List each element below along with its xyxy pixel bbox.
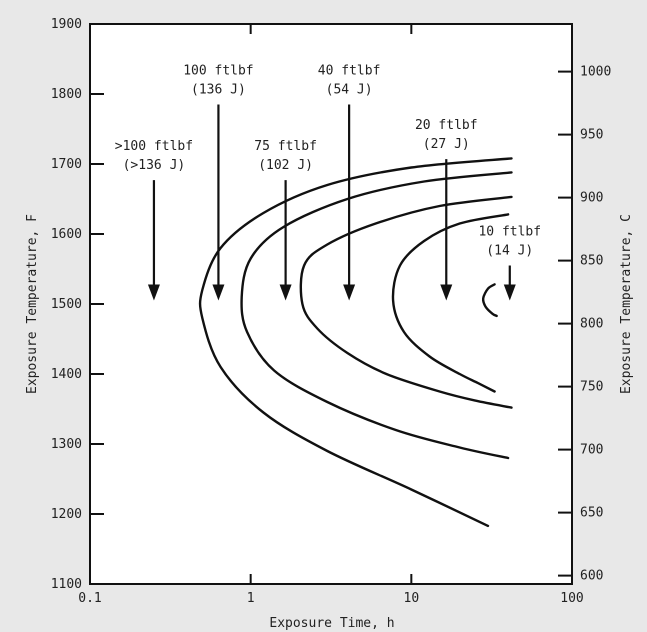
x-axis-title: Exposure Time, h <box>269 616 394 631</box>
annotation-label: 40 ftlbf <box>318 64 381 79</box>
y2-tick-label: 850 <box>580 254 603 269</box>
y2-axis-title: Exposure Temperature, C <box>619 214 634 394</box>
annotation-label: (>136 J) <box>123 158 186 173</box>
annotation-arrowhead <box>503 284 516 301</box>
y2-tick-label: 700 <box>580 443 603 458</box>
y-tick-label: 1200 <box>51 507 82 522</box>
curve-line <box>198 157 513 528</box>
x-tick-label: 10 <box>404 591 420 606</box>
y2-tick-label: 600 <box>580 569 603 584</box>
y-tick-label: 1300 <box>51 437 82 452</box>
y-tick-label: 1800 <box>51 87 82 102</box>
y-tick-label: 1100 <box>51 577 82 592</box>
annotations: >100 ftlbf (>136 J) 100 ftlbf (136 J) 75 ftl… <box>115 64 541 301</box>
annotation-label: (136 J) <box>191 83 246 98</box>
curve-line <box>299 195 513 409</box>
annotation-label: >100 ftlbf <box>115 139 193 154</box>
x-tick-label: 1 <box>247 591 255 606</box>
y2-tick-label: 950 <box>580 128 603 143</box>
y-tick-label: 1500 <box>51 297 82 312</box>
annotation-arrowhead <box>212 284 225 301</box>
y2-tick-label: 650 <box>580 506 603 521</box>
y2-tick-label: 750 <box>580 380 603 395</box>
annotation-arrowhead <box>279 284 292 301</box>
annotation-label: 20 ftlbf <box>415 118 478 133</box>
curve-line <box>240 171 513 460</box>
annotation-label: 100 ftlbf <box>183 64 253 79</box>
x-tick-label: 0.1 <box>78 591 101 606</box>
y-tick-label: 1900 <box>51 17 82 32</box>
annotation-label: 75 ftlbf <box>254 139 317 154</box>
y2-tick-label: 800 <box>580 317 603 332</box>
ticks: 0.1 1 10 100 1100 1200 1300 1400 1500 1600 1700 180… <box>51 17 612 606</box>
y-tick-label: 1600 <box>51 227 82 242</box>
annotation-label: (102 J) <box>258 158 313 173</box>
annotation-label: (14 J) <box>486 244 533 259</box>
y2-tick-label: 1000 <box>580 65 611 80</box>
annotation-arrowhead <box>343 284 356 301</box>
annotation-label: 10 ftlbf <box>478 225 541 240</box>
x-tick-label: 100 <box>560 591 583 606</box>
y-axis-title: Exposure Temperature, F <box>25 214 40 394</box>
annotation-label: (27 J) <box>423 137 470 152</box>
curve-line <box>391 213 510 393</box>
curve-line <box>481 283 498 318</box>
plot-area <box>89 23 573 585</box>
annotation-label: (54 J) <box>326 83 373 98</box>
y2-tick-label: 900 <box>580 191 603 206</box>
curves <box>198 157 513 528</box>
y-tick-label: 1400 <box>51 367 82 382</box>
y-tick-label: 1700 <box>51 157 82 172</box>
annotation-arrowhead <box>147 284 160 301</box>
annotation-arrowhead <box>440 284 453 301</box>
